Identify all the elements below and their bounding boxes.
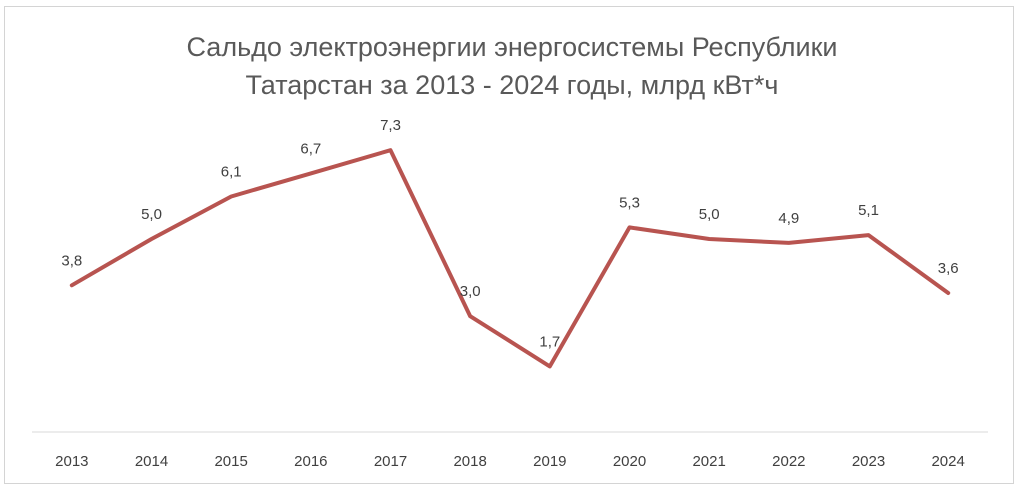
x-tick-label-2017: 2017 xyxy=(374,453,407,470)
data-label-2016: 6,7 xyxy=(300,140,321,157)
data-label-2013: 3,8 xyxy=(61,252,82,269)
chart-frame xyxy=(4,6,1014,484)
data-labels: 3,8 5,0 6,1 6,7 7,3 3,0 1,7 5,3 5,0 4,9 5,1 3,6 xyxy=(61,117,958,350)
chart-title-line-1: Сальдо электроэнергии энергосистемы Респ… xyxy=(186,32,838,62)
data-label-2023: 5,1 xyxy=(858,202,879,219)
data-label-2021: 5,0 xyxy=(699,206,720,223)
x-tick-label-2024: 2024 xyxy=(931,453,964,470)
x-tick-label-2021: 2021 xyxy=(692,453,725,470)
x-tick-label-2020: 2020 xyxy=(613,453,646,470)
chart-title-line-2: Татарстан за 2013 - 2024 годы, млрд кВт*… xyxy=(245,70,779,100)
x-tick-label-2013: 2013 xyxy=(55,453,88,470)
x-tick-label-2015: 2015 xyxy=(214,453,247,470)
x-tick-label-2023: 2023 xyxy=(852,453,885,470)
x-tick-labels: 2013 2014 2015 2016 2017 2018 2019 2020 2021 2022… xyxy=(55,453,965,470)
data-label-2020: 5,3 xyxy=(619,194,640,211)
data-label-2022: 4,9 xyxy=(778,210,799,227)
x-tick-label-2016: 2016 xyxy=(294,453,327,470)
x-tick-label-2014: 2014 xyxy=(135,453,168,470)
x-tick-label-2018: 2018 xyxy=(453,453,486,470)
x-tick-label-2019: 2019 xyxy=(533,453,566,470)
data-label-2014: 5,0 xyxy=(141,206,162,223)
series-line xyxy=(69,148,951,369)
data-label-2024: 3,6 xyxy=(938,260,959,277)
data-label-2019: 1,7 xyxy=(539,333,560,350)
data-label-2015: 6,1 xyxy=(221,164,242,181)
data-label-2017: 7,3 xyxy=(380,117,401,134)
data-label-2018: 3,0 xyxy=(460,283,481,300)
chart-title: Сальдо электроэнергии энергосистемы Респ… xyxy=(0,28,1024,104)
x-tick-label-2022: 2022 xyxy=(772,453,805,470)
